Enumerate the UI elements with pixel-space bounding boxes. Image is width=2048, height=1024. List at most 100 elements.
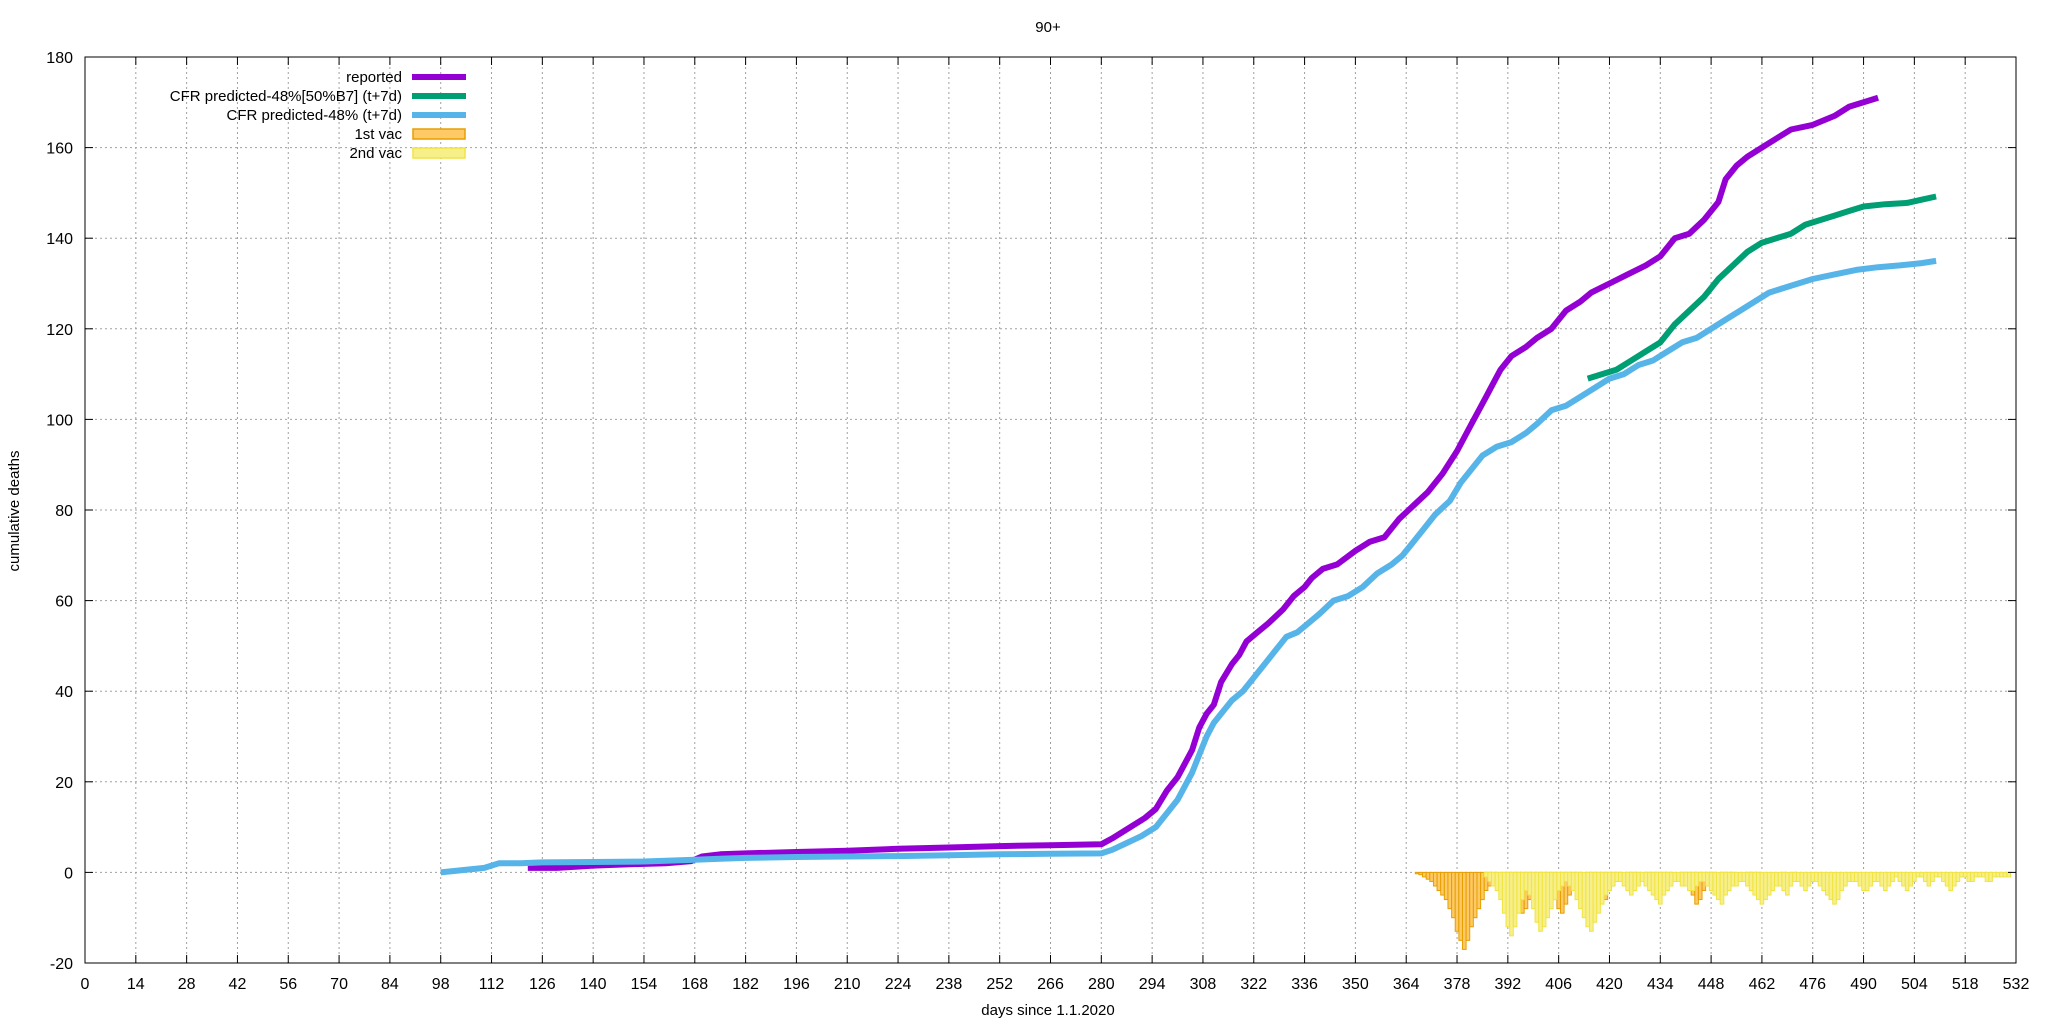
2nd-vac-bar [1563, 871, 1569, 882]
2nd-vac-bar [1785, 871, 1790, 896]
2nd-vac-bar [1534, 871, 1540, 923]
2nd-vac-bar [1872, 871, 1877, 882]
2nd-vac-bar [1999, 871, 2004, 878]
2nd-vac-bar [1814, 871, 1819, 882]
2nd-vac-bar [1962, 871, 1968, 878]
y-tick-label: 160 [46, 141, 73, 158]
y-tick-label: 40 [55, 684, 73, 701]
2nd-vac-bar [1981, 871, 1986, 878]
2nd-vac-bar [1505, 871, 1511, 928]
2nd-vac-bar [1650, 871, 1656, 896]
x-tick-label: 56 [279, 976, 297, 993]
2nd-vac-bar [1846, 871, 1852, 882]
2nd-vac-bar [1930, 871, 1935, 882]
2nd-vac-bar [1676, 871, 1681, 882]
y-tick-label: 120 [46, 322, 73, 339]
axis-ticks: 0 14 28 42 56 70 84 98 112 126 140 154 168 182 196 210 2… [46, 50, 2029, 993]
2nd-vac-bar [1599, 871, 1605, 905]
x-tick-label: 434 [1647, 976, 1674, 993]
2nd-vac-bar [1883, 871, 1888, 892]
2nd-vac-bar [1621, 871, 1627, 887]
x-tick-label: 182 [732, 976, 759, 993]
x-tick-label: 476 [1799, 976, 1826, 993]
y-tick-label: 80 [55, 503, 73, 520]
2nd-vac-bar [1712, 871, 1718, 896]
x-tick-label: 294 [1139, 976, 1166, 993]
2nd-vac-bar [1705, 871, 1710, 887]
2nd-vac-bar [1530, 871, 1536, 910]
2nd-vac-bar [1951, 871, 1957, 887]
2nd-vac-bar [1824, 871, 1830, 896]
2nd-vac-bar [1792, 871, 1797, 882]
2nd-vac-bar [1570, 871, 1576, 892]
2nd-vac-bar [1603, 871, 1609, 896]
2nd-vac-bar [1592, 871, 1598, 923]
y-tick-label: 60 [55, 594, 73, 611]
2nd-vac-bar [2006, 871, 2012, 878]
2nd-vac-bar [1654, 871, 1659, 901]
1st-vac-bar [1476, 871, 1482, 910]
2nd-vac-bar [1933, 871, 1939, 878]
2nd-vac-bar [1636, 871, 1641, 887]
1st-vac-bar [1465, 871, 1471, 941]
1st-vac-bar [1451, 871, 1456, 919]
1st-vac-bar [1436, 871, 1442, 892]
legend-label-reported: reported [346, 69, 402, 86]
1st-vac-bar [1447, 871, 1453, 910]
y-tick-label: 0 [64, 865, 73, 882]
legend-label-1st-vac: 1st vac [354, 126, 402, 143]
2nd-vac-bar [1672, 871, 1678, 882]
2nd-vac-bar [1589, 871, 1594, 932]
2nd-vac-bar [1803, 871, 1808, 892]
legend: reported CFR predicted-48%[50%B7] (t+7d) C… [170, 69, 466, 162]
2nd-vac-bar [1890, 871, 1895, 882]
2nd-vac-bar [1817, 871, 1823, 887]
x-tick-label: 224 [885, 976, 912, 993]
2nd-vac-bar [1955, 871, 1961, 882]
1st-vac-bar [1425, 871, 1431, 880]
2nd-vac-bar [1520, 871, 1525, 901]
2nd-vac-bar [1745, 871, 1750, 887]
2nd-vac-bar [1581, 871, 1587, 919]
2nd-vac-bar [2002, 871, 2008, 878]
2nd-vac-bar [1806, 871, 1812, 887]
2nd-vac-bar [1625, 871, 1630, 892]
2nd-vac-bar [1984, 871, 1990, 882]
1st-vac-bar [1469, 871, 1474, 928]
x-tick-label: 532 [2003, 976, 2030, 993]
2nd-vac-bar [1774, 871, 1779, 887]
series-lines [440, 94, 1937, 876]
x-tick-label: 168 [681, 976, 708, 993]
2nd-vac-bar [1723, 871, 1728, 896]
x-tick-label: 252 [986, 976, 1013, 993]
2nd-vac-bar [1995, 871, 2001, 878]
2nd-vac-bar [1897, 871, 1903, 882]
2nd-vac-bar [1628, 871, 1634, 896]
2nd-vac-bar [1991, 871, 1997, 878]
2nd-vac-bar [1687, 871, 1692, 892]
x-tick-label: 280 [1088, 976, 1115, 993]
x-tick-label: 322 [1240, 976, 1267, 993]
2nd-vac-bar [1734, 871, 1739, 887]
2nd-vac-bar [1893, 871, 1899, 878]
2nd-vac-bar [1853, 871, 1859, 882]
2nd-vac-bar [1487, 871, 1492, 882]
2nd-vac-bar [1944, 871, 1950, 887]
x-tick-label: 336 [1291, 976, 1318, 993]
2nd-vac-bar [1610, 871, 1616, 887]
1st-vac-bar [1480, 871, 1485, 901]
x-tick-label: 490 [1850, 976, 1877, 993]
x-tick-label: 392 [1494, 976, 1521, 993]
2nd-vac-bar [1857, 871, 1863, 887]
2nd-vac-bar [1596, 871, 1601, 914]
2nd-vac-bar [1843, 871, 1848, 887]
2nd-vac-bar [1832, 871, 1837, 905]
x-tick-label: 462 [1749, 976, 1776, 993]
2nd-vac-bar [1788, 871, 1794, 887]
reported-line [527, 94, 1879, 871]
2nd-vac-bar [1538, 871, 1543, 932]
cfr-predicted-48-t-7d--line [440, 257, 1937, 876]
2nd-vac-bar [1763, 871, 1768, 901]
2nd-vac-bar [1578, 871, 1583, 910]
